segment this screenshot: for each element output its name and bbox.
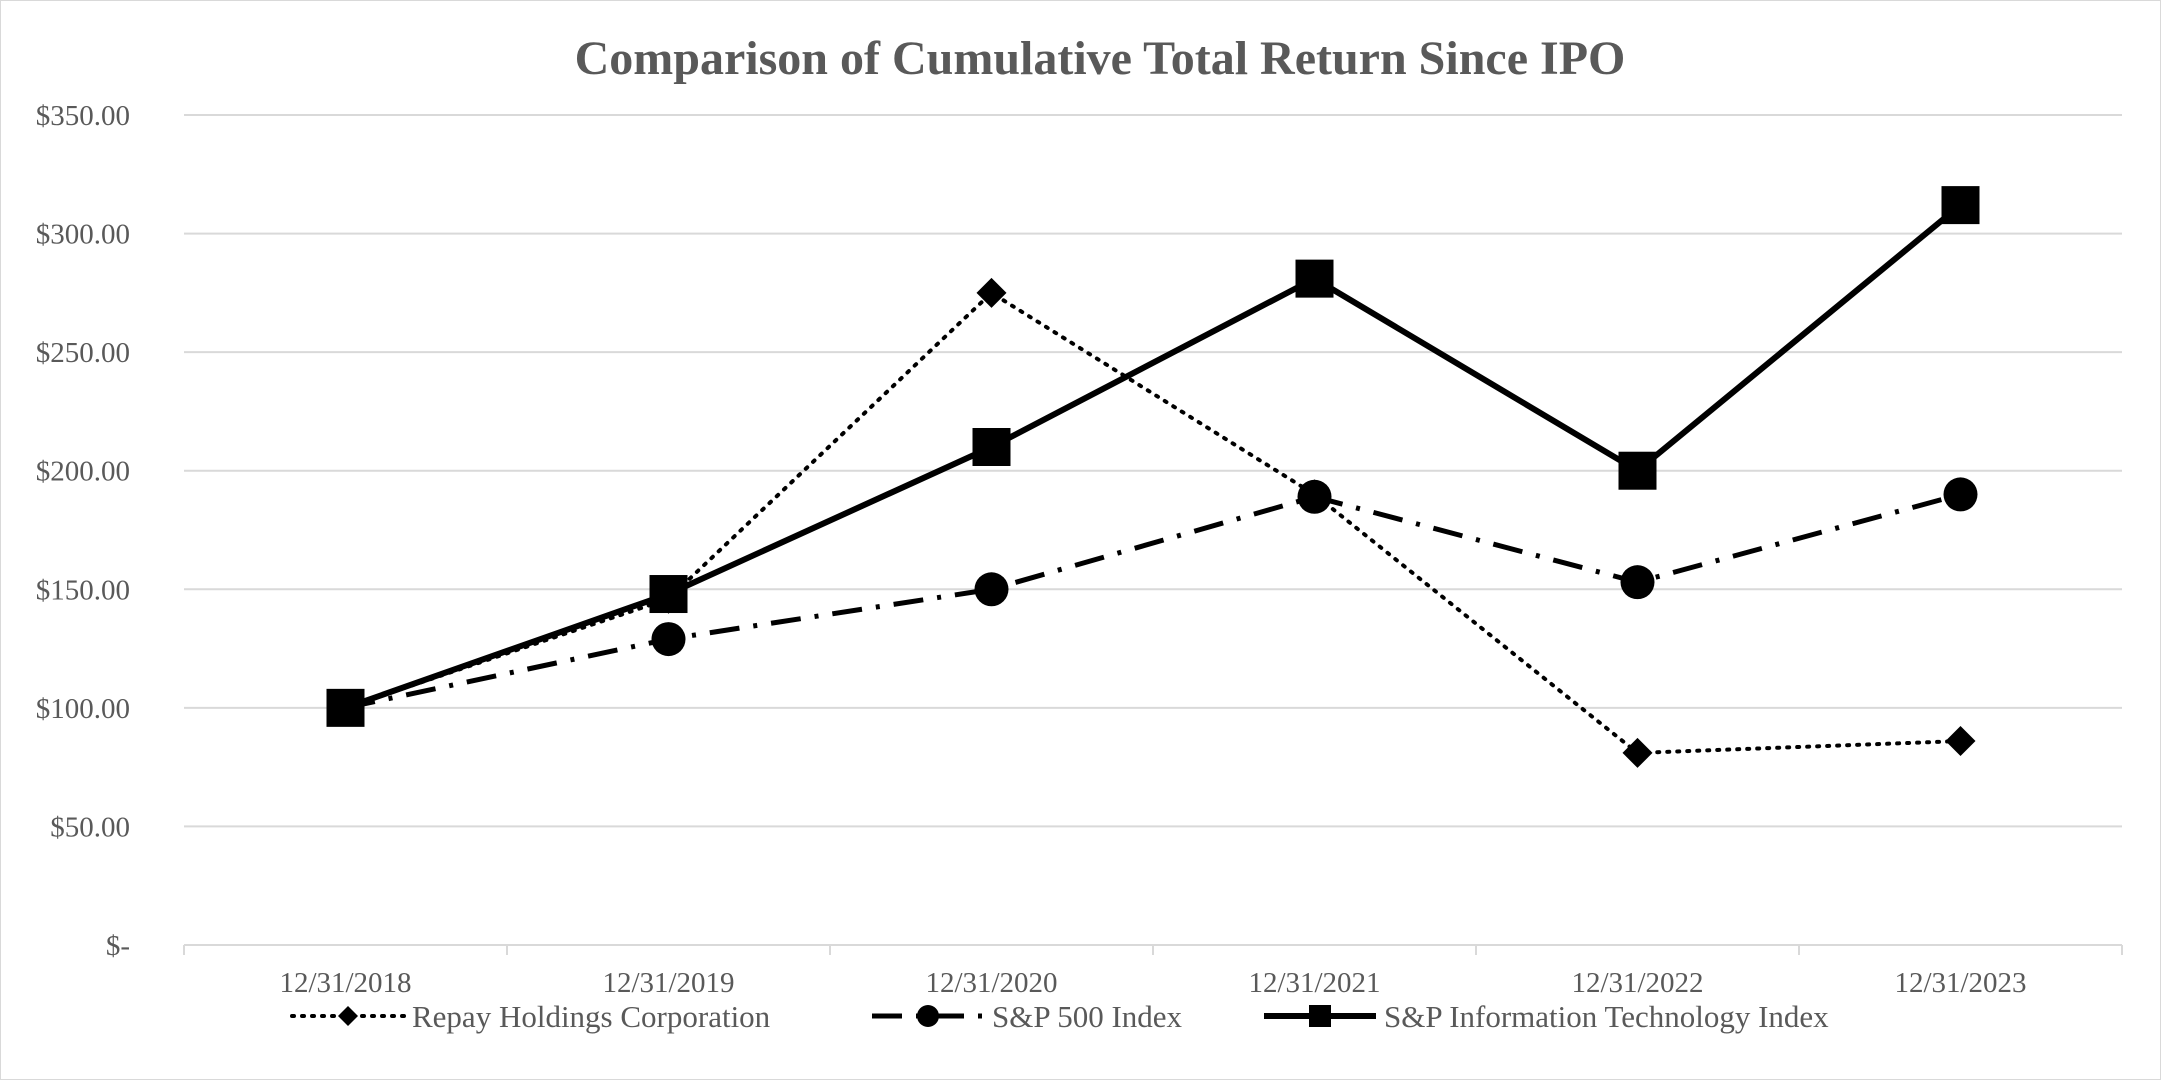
data-point-2-1 (649, 575, 688, 614)
legend-label-2: S&P Information Technology Index (1384, 999, 1829, 1034)
data-point-2-4 (1618, 451, 1657, 490)
chart-title: Comparison of Cumulative Total Return Si… (575, 32, 1626, 85)
legend-label-0: Repay Holdings Corporation (412, 999, 771, 1034)
y-tick-label-0: $- (106, 930, 130, 962)
data-point-1-5 (1943, 477, 1978, 512)
series-2 (326, 186, 1980, 727)
x-tick-label-4: 12/31/2022 (1571, 967, 1703, 999)
x-axis-tick-labels: 12/31/2018 12/31/2019 12/31/2020 12/31/2021… (279, 967, 2026, 999)
legend-label-1: S&P 500 Index (992, 999, 1183, 1034)
y-axis-tick-labels: $- $50.00 $100.00 $150.00 $200.00 $250.00 $300… (36, 100, 130, 962)
y-tick-label-5: $250.00 (36, 337, 130, 369)
y-tick-label-6: $300.00 (36, 219, 130, 251)
legend-marker-2 (1309, 1005, 1331, 1027)
data-point-2-2 (972, 428, 1011, 466)
y-tick-label-4: $200.00 (36, 456, 130, 488)
gridlines (184, 114, 2122, 828)
x-tick-label-1: 12/31/2019 (602, 967, 734, 999)
x-axis (183, 944, 2123, 955)
legend-marker-1 (917, 1005, 939, 1027)
data-point-0-2 (976, 277, 1007, 308)
data-point-2-0 (326, 688, 365, 727)
data-point-2-3 (1295, 259, 1334, 298)
legend-item-1: S&P 500 Index (872, 999, 1183, 1034)
series-1 (328, 477, 1978, 725)
data-point-0-5 (1945, 726, 1976, 757)
series-line-2 (344, 202, 1963, 711)
y-tick-label-7: $350.00 (36, 100, 130, 132)
data-point-1-1 (651, 622, 686, 657)
data-point-0-4 (1622, 737, 1653, 768)
data-point-2-5 (1941, 186, 1980, 225)
legend-marker-0 (338, 1006, 358, 1026)
legend-item-2: S&P Information Technology Index (1264, 999, 1829, 1034)
series-lines (326, 186, 1980, 768)
series-line-1 (344, 492, 1962, 711)
legend: Repay Holdings Corporation S&P 500 Index S… (290, 999, 1829, 1034)
y-tick-label-3: $150.00 (36, 574, 130, 606)
y-tick-label-2: $100.00 (36, 693, 130, 725)
data-point-1-4 (1620, 565, 1655, 600)
x-tick-label-0: 12/31/2018 (279, 967, 411, 999)
data-point-1-2 (974, 572, 1009, 607)
x-tick-label-3: 12/31/2021 (1248, 967, 1380, 999)
x-tick-label-2: 12/31/2020 (925, 967, 1057, 999)
x-tick-label-5: 12/31/2023 (1894, 967, 2026, 999)
y-tick-label-1: $50.00 (50, 811, 130, 843)
data-point-1-3 (1297, 479, 1332, 514)
legend-item-0: Repay Holdings Corporation (290, 999, 771, 1034)
